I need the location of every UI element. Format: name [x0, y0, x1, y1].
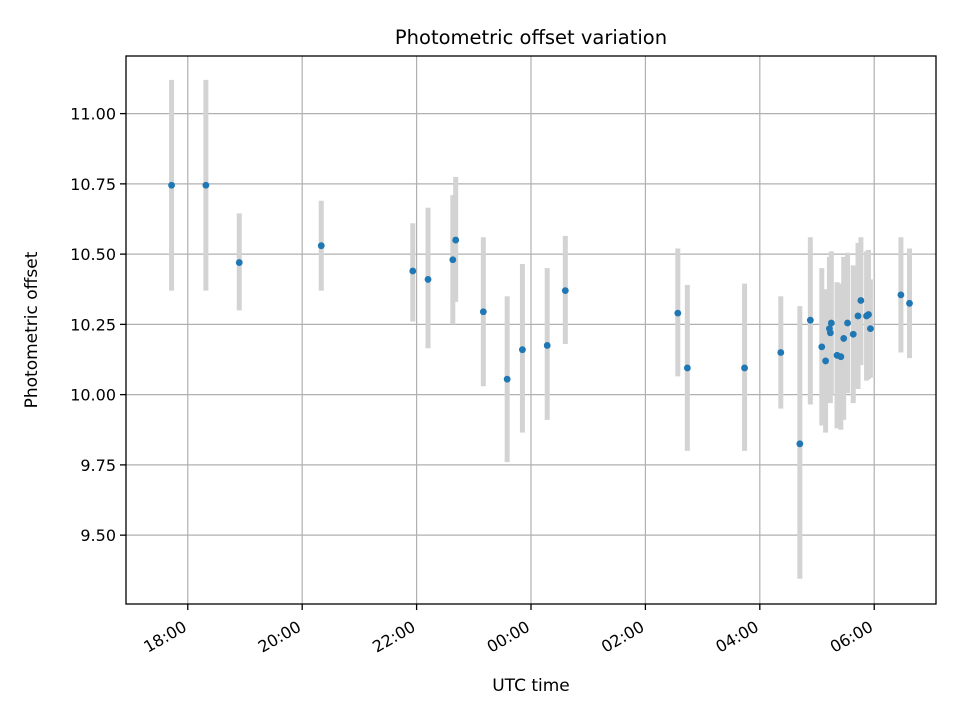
data-point — [822, 357, 829, 365]
data-point — [683, 364, 691, 372]
data-point — [849, 330, 857, 338]
data-point — [479, 308, 487, 316]
data-point — [827, 319, 835, 327]
data-point — [837, 353, 845, 361]
data-point — [168, 181, 175, 189]
data-point — [202, 181, 210, 189]
x-tick-label: 22:00 — [369, 617, 418, 657]
data-point — [741, 364, 748, 372]
chart-title: Photometric offset variation — [395, 26, 667, 49]
data-point — [854, 312, 862, 320]
data-point — [449, 256, 457, 264]
data-point — [409, 267, 417, 275]
data-point — [844, 319, 851, 327]
y-tick-label: 10.50 — [70, 245, 116, 264]
x-axis-label: UTC time — [492, 676, 570, 696]
y-tick-label: 9.75 — [80, 456, 116, 475]
data-point — [857, 297, 865, 304]
data-point — [826, 329, 834, 337]
y-tick-label: 10.25 — [70, 315, 116, 334]
data-point — [674, 309, 682, 317]
data-point — [777, 349, 785, 356]
x-tick-label: 06:00 — [827, 617, 876, 657]
data-point — [840, 335, 848, 342]
x-axis-ticks: 18:00 20:00 22:00 00:00 02:00 04:00 06:00 — [140, 604, 876, 657]
y-axis-label: Photometric offset — [22, 251, 42, 408]
x-tick-label: 18:00 — [140, 617, 189, 657]
y-tick-label: 11.00 — [70, 105, 116, 124]
data-point — [503, 375, 511, 383]
data-point — [897, 291, 905, 299]
data-point — [806, 316, 814, 324]
y-tick-label: 9.50 — [80, 526, 116, 545]
data-point — [543, 342, 551, 349]
data-point — [796, 440, 804, 448]
x-tick-label: 00:00 — [484, 617, 533, 657]
data-point — [452, 236, 460, 244]
data-point — [519, 346, 526, 354]
y-axis-ticks: 9.50 9.75 10.00 10.25 10.50 10.75 11.00 — [70, 105, 126, 545]
x-tick-label: 02:00 — [598, 617, 647, 657]
x-tick-label: 20:00 — [255, 617, 304, 657]
data-point — [424, 276, 432, 283]
x-tick-label: 04:00 — [712, 617, 761, 657]
data-point — [867, 325, 874, 332]
grid — [126, 56, 936, 604]
data-point — [561, 287, 569, 295]
data-point — [317, 242, 325, 250]
error-bars — [169, 79, 912, 579]
data-points — [168, 181, 913, 448]
data-point — [865, 311, 872, 318]
y-tick-label: 10.75 — [70, 175, 116, 194]
y-tick-label: 10.00 — [70, 386, 116, 405]
data-point — [906, 299, 913, 307]
data-point — [235, 259, 243, 266]
data-point — [818, 343, 826, 351]
